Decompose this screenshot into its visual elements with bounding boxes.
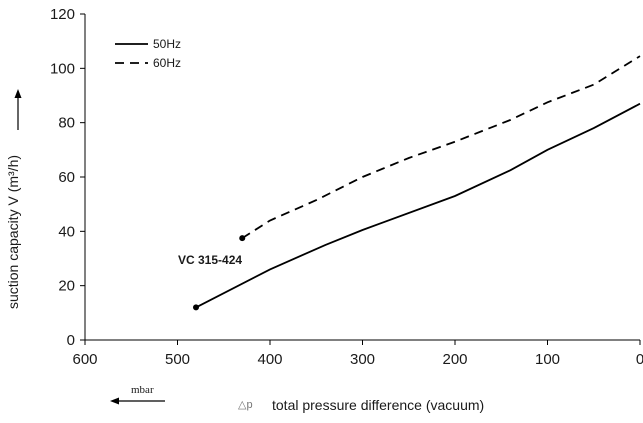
x-tick-label: 400 <box>257 351 282 368</box>
y-axis-arrow-icon <box>15 89 22 130</box>
data-point-50Hz <box>193 304 199 310</box>
x-axis-arrow-icon <box>110 398 165 405</box>
legend: 50Hz 60Hz <box>115 37 181 70</box>
x-tick-label: 200 <box>442 351 467 368</box>
series-line-50Hz <box>196 104 640 308</box>
legend-label: 60Hz <box>153 56 181 70</box>
model-annotation: VC 315-424 <box>178 253 242 267</box>
y-tick-label: 100 <box>50 60 75 77</box>
data-point-60Hz <box>239 235 245 241</box>
x-tick-label: 300 <box>350 351 375 368</box>
y-tick-label: 60 <box>58 169 75 186</box>
x-axis-unit-label: mbar <box>131 384 154 396</box>
y-tick-label: 40 <box>58 223 75 240</box>
x-arrow-head <box>110 398 119 405</box>
delta-p-symbol: △p <box>238 399 253 411</box>
y-arrow-head <box>15 89 22 98</box>
series-layer <box>193 56 640 310</box>
series-line-60Hz <box>242 56 640 238</box>
axes: 0 20 40 60 80 100 120 600 500 400 300 200 100 0 <box>50 6 643 368</box>
x-tick-label: 600 <box>72 351 97 368</box>
y-tick-label: 0 <box>67 332 75 349</box>
legend-label: 50Hz <box>153 37 181 51</box>
x-tick-label: 100 <box>535 351 560 368</box>
x-axis-title: total pressure difference (vacuum) <box>272 397 484 413</box>
y-tick-label: 20 <box>58 278 75 295</box>
y-tick-label: 120 <box>50 6 75 23</box>
y-tick-label: 80 <box>58 115 75 132</box>
x-tick-label: 500 <box>165 351 190 368</box>
x-tick-label: 0 <box>636 351 643 368</box>
y-axis-title: suction capacity V (m³/h) <box>5 155 21 309</box>
